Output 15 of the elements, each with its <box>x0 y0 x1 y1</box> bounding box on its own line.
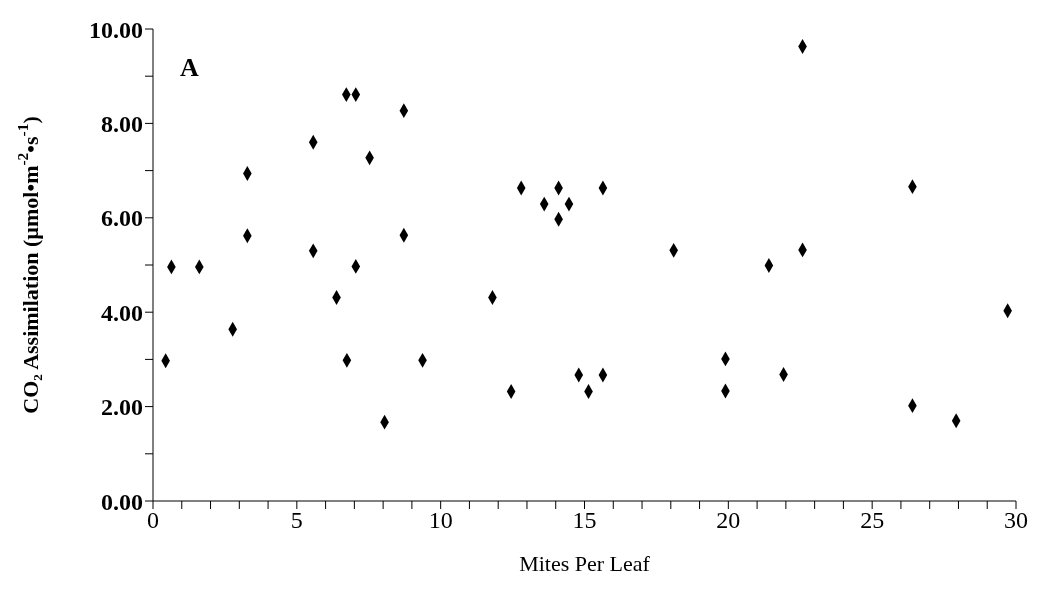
x-tick-label: 30 <box>1004 507 1028 534</box>
x-tick-label: 5 <box>290 507 303 534</box>
y-tick-label: 10.00 <box>89 16 143 43</box>
y-tick-label: 4.00 <box>101 299 143 326</box>
y-tick-label: 2.00 <box>101 394 143 421</box>
y-tick-label: 8.00 <box>101 110 143 137</box>
x-tick-label: 25 <box>860 507 885 534</box>
x-axis-title: Mites Per Leaf <box>519 551 651 576</box>
y-tick-label: 0.00 <box>101 488 143 515</box>
x-tick-label: 0 <box>147 507 159 534</box>
x-tick-label: 10 <box>428 507 453 534</box>
x-tick-label: 20 <box>716 507 741 534</box>
y-tick-label: 6.00 <box>101 205 143 232</box>
x-tick-label: 15 <box>572 507 597 534</box>
text: A <box>180 53 199 83</box>
